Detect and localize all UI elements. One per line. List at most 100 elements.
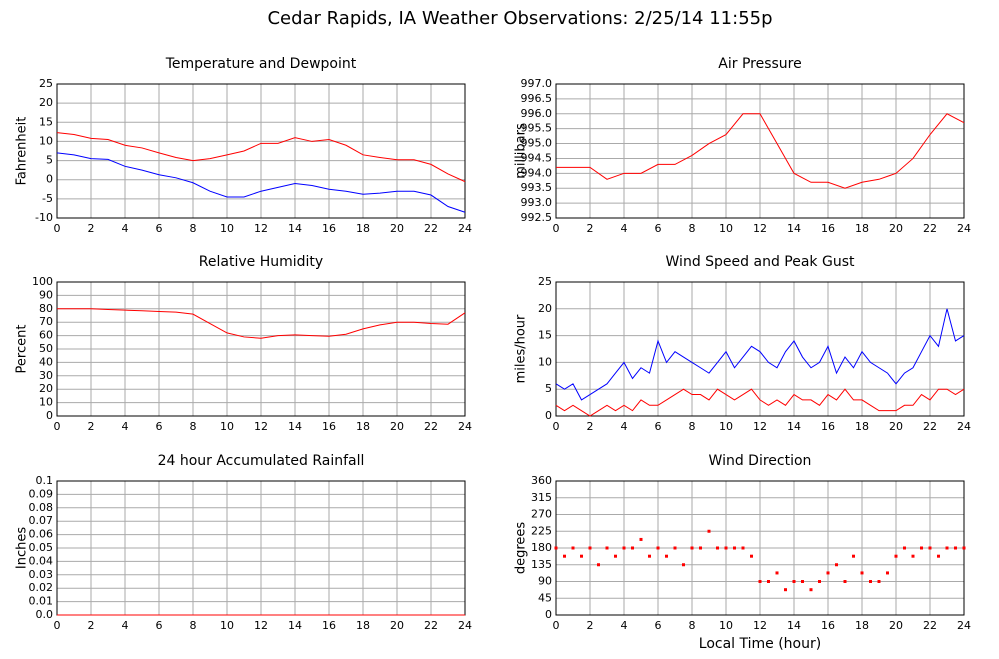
y-tick-label: 20: [39, 382, 53, 395]
data-point: [962, 546, 966, 550]
data-line: [56, 152, 466, 213]
data-point: [682, 563, 685, 567]
x-tick-label: 14: [787, 222, 801, 235]
x-tick-label: 12: [753, 222, 767, 235]
y-tick-label: 0.04: [29, 554, 54, 567]
y-tick-label: 0.09: [29, 487, 54, 500]
x-tick-label: 20: [390, 420, 404, 433]
x-tick-label: 14: [787, 420, 801, 433]
y-tick-label: 0.01: [29, 595, 54, 608]
y-tick-label: 996.0: [521, 107, 553, 120]
x-tick-label: 24: [458, 619, 472, 632]
y-tick-label: 0: [46, 173, 53, 186]
data-point: [639, 537, 643, 541]
x-tick-label: 0: [553, 222, 560, 235]
y-tick-label: 994.5: [521, 151, 553, 164]
y-tick-label: 270: [531, 508, 552, 521]
panel-title: Temperature and Dewpoint: [165, 56, 357, 72]
y-tick-label: 997.0: [521, 77, 553, 90]
data-line: [56, 132, 466, 183]
data-point: [699, 546, 702, 550]
x-tick-label: 0: [54, 222, 61, 235]
y-tick-label: 10: [39, 396, 53, 409]
y-tick-label: 45: [538, 591, 552, 604]
x-tick-label: 24: [957, 619, 971, 632]
data-point: [716, 546, 719, 550]
x-tick-label: 22: [923, 420, 937, 433]
y-tick-label: 50: [39, 342, 53, 355]
panel: 0.00.010.020.030.040.050.060.070.080.090…: [15, 453, 473, 632]
data-point: [707, 529, 711, 533]
data-point: [614, 554, 617, 558]
x-tick-label: 8: [689, 222, 696, 235]
x-tick-label: 10: [220, 222, 234, 235]
x-tick-label: 0: [553, 619, 560, 632]
y-tick-label: 992.5: [521, 211, 553, 224]
x-tick-label: 18: [855, 420, 869, 433]
y-tick-label: 0.0: [36, 608, 54, 621]
x-tick-label: 0: [553, 420, 560, 433]
data-point: [758, 580, 762, 583]
y-tick-label: 90: [538, 575, 552, 588]
data-point: [954, 546, 957, 550]
x-tick-label: 12: [753, 420, 767, 433]
y-tick-label: 0.03: [29, 568, 54, 581]
data-point: [554, 546, 558, 550]
y-tick-label: 40: [39, 355, 53, 368]
y-tick-label: 995.0: [521, 137, 553, 150]
data-point: [809, 588, 813, 592]
x-tick-label: 22: [923, 222, 937, 235]
x-tick-label: 12: [254, 222, 268, 235]
data-point: [843, 580, 847, 583]
x-tick-label: 2: [587, 222, 594, 235]
data-point: [597, 563, 600, 567]
data-point: [673, 546, 677, 550]
data-point: [571, 546, 575, 550]
y-tick-label: 15: [39, 115, 53, 128]
x-axis-label: Local Time (hour): [699, 636, 821, 652]
y-tick-label: 0: [545, 409, 552, 422]
x-tick-label: 24: [458, 222, 472, 235]
x-tick-label: 4: [621, 420, 628, 433]
y-tick-label: 0.1: [36, 474, 54, 487]
x-tick-label: 6: [156, 619, 163, 632]
y-axis-label: miles/hour: [514, 314, 529, 383]
x-tick-label: 20: [889, 222, 903, 235]
y-tick-label: 135: [531, 558, 552, 571]
y-tick-label: 30: [39, 369, 53, 382]
x-tick-label: 14: [787, 619, 801, 632]
data-point: [690, 546, 694, 550]
x-tick-label: 20: [889, 619, 903, 632]
y-tick-label: 0.08: [29, 501, 54, 514]
x-tick-label: 8: [190, 420, 197, 433]
data-point: [869, 580, 872, 583]
x-tick-label: 10: [719, 420, 733, 433]
x-tick-label: 0: [54, 619, 61, 632]
y-tick-label: 5: [545, 382, 552, 395]
data-point: [775, 571, 779, 575]
plot-frame: [555, 83, 965, 219]
x-tick-label: 14: [288, 619, 302, 632]
data-point: [835, 563, 838, 567]
x-tick-label: 12: [254, 619, 268, 632]
x-tick-label: 12: [753, 619, 767, 632]
x-tick-label: 4: [122, 619, 129, 632]
y-tick-label: 0.06: [29, 528, 54, 541]
x-tick-label: 10: [719, 619, 733, 632]
y-tick-label: 0.07: [29, 514, 54, 527]
x-tick-label: 2: [88, 619, 95, 632]
y-axis-label: degrees: [514, 522, 529, 575]
data-point: [648, 554, 651, 558]
y-tick-label: 90: [39, 288, 53, 301]
data-line: [555, 388, 965, 417]
data-point: [920, 546, 923, 550]
data-line: [57, 308, 466, 339]
y-tick-label: 0: [46, 409, 53, 422]
x-tick-label: 4: [621, 619, 628, 632]
y-tick-label: 315: [531, 491, 552, 504]
x-tick-label: 10: [719, 222, 733, 235]
page-title: Cedar Rapids, IA Weather Observations: 2…: [267, 8, 772, 29]
data-point: [588, 546, 592, 550]
y-tick-label: 225: [531, 524, 552, 537]
